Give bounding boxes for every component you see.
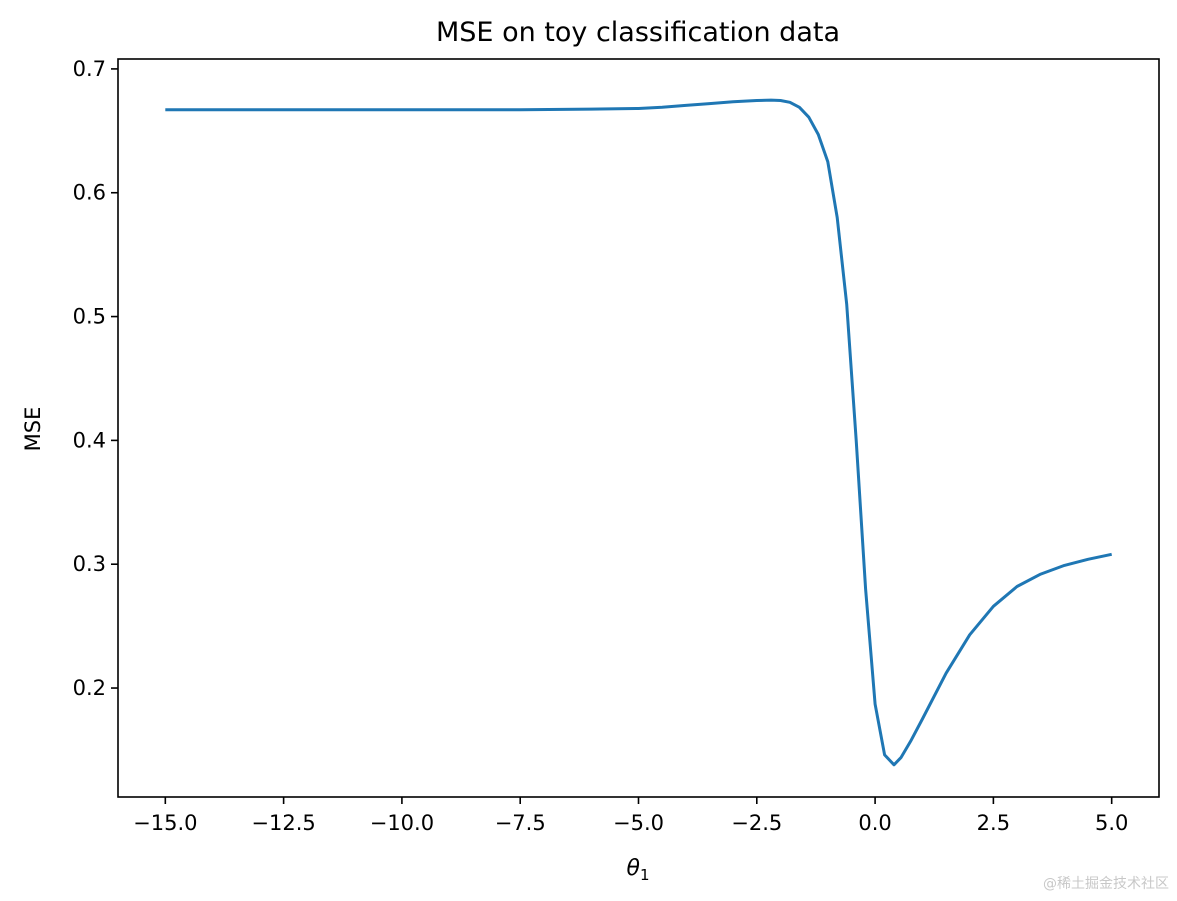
y-axis-label: MSE <box>21 407 45 452</box>
x-tick-label: −15.0 <box>133 811 197 835</box>
x-axis-label-subscript: 1 <box>640 866 650 884</box>
x-tick-label: −2.5 <box>731 811 782 835</box>
x-tick-label: −5.0 <box>613 811 664 835</box>
plot-frame <box>117 58 1160 798</box>
y-tick-label: 0.2 <box>73 676 106 700</box>
x-tick-label: 0.0 <box>858 811 891 835</box>
x-axis-label: θ1 <box>626 856 649 884</box>
x-tick-label: 2.5 <box>977 811 1010 835</box>
x-tick-label: −12.5 <box>251 811 315 835</box>
x-tick-label: −10.0 <box>370 811 434 835</box>
y-tick-label: 0.7 <box>73 57 106 81</box>
series-line-0 <box>165 98 1113 767</box>
x-tick-label: −7.5 <box>495 811 546 835</box>
watermark: @稀土掘金技术社区 <box>1043 876 1169 892</box>
y-tick-label: 0.4 <box>73 428 106 452</box>
plot-area: −15.0 −12.5 −10.0 −7.5 −5.0 −2.5 0.0 2.5 5.0 0.2 0… <box>73 57 1160 835</box>
y-tick-label: 0.5 <box>73 305 106 329</box>
x-tick-label: 5.0 <box>1095 811 1128 835</box>
chart-title: MSE on toy classification data <box>436 17 840 48</box>
y-tick-label: 0.6 <box>73 181 106 205</box>
y-tick-label: 0.3 <box>73 552 106 576</box>
x-axis-label-symbol: θ <box>626 856 640 881</box>
